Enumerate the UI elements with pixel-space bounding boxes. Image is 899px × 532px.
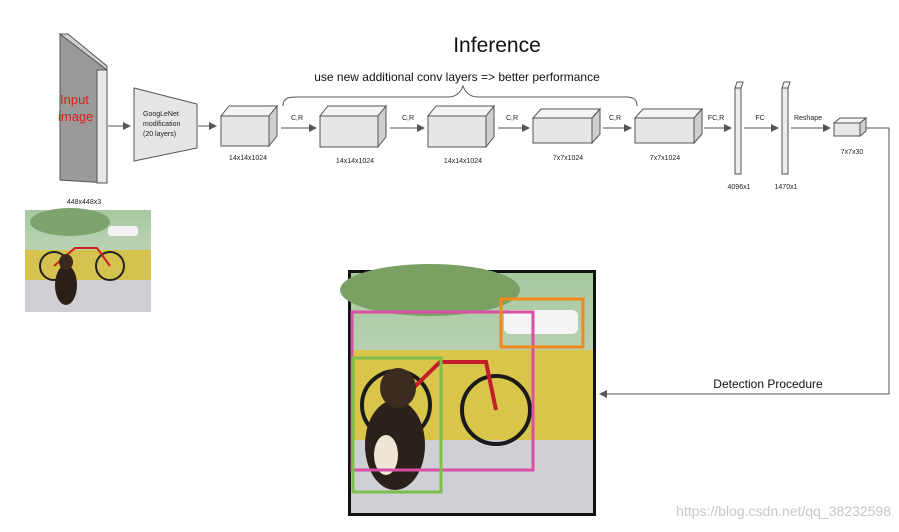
op-5: FC,R [708, 115, 724, 122]
op-6: FC [755, 115, 764, 122]
bbox-dog [351, 356, 443, 494]
feature-block-3 [426, 104, 496, 149]
detection-arrow [599, 127, 890, 398]
watermark-text: https://blog.csdn.net/qq_38232598 [676, 503, 891, 519]
bbox-car [499, 297, 585, 349]
input-photo [25, 208, 151, 312]
op-3: C,R [506, 115, 518, 122]
fc-layer-1 [734, 81, 744, 175]
block-4-dims: 7x7x1024 [553, 155, 583, 162]
googlenet-block [133, 87, 198, 162]
googlenet-line2: modification [143, 121, 180, 128]
output-block [832, 116, 868, 138]
detection-photo [340, 264, 596, 516]
block-1-dims: 14x14x1024 [229, 155, 267, 162]
googlenet-line3: (20 layers) [143, 131, 176, 138]
output-dims: 7x7x30 [841, 149, 864, 156]
fc-layer-2 [781, 81, 791, 175]
feature-block-1 [219, 104, 279, 148]
conv-brace [282, 84, 638, 107]
input-slab [58, 32, 108, 184]
brace-caption: use new additional conv layers => better… [314, 70, 600, 84]
input-label-line2: image [58, 109, 93, 124]
detection-label: Detection Procedure [713, 377, 823, 391]
op-7: Reshape [794, 115, 822, 122]
feature-block-2 [318, 104, 388, 149]
block-2-dims: 14x14x1024 [336, 158, 374, 165]
googlenet-line1: GoogLeNet [143, 111, 179, 118]
op-2: C,R [402, 115, 414, 122]
input-dims: 448x448x3 [67, 199, 101, 206]
fc-1-dims: 4096x1 [728, 184, 751, 191]
feature-block-4 [531, 107, 602, 145]
block-3-dims: 14x14x1024 [444, 158, 482, 165]
op-4: C,R [609, 115, 621, 122]
fc-2-dims: 1470x1 [775, 184, 798, 191]
diagram-title: Inference [453, 34, 541, 57]
op-1: C,R [291, 115, 303, 122]
input-label-line1: Input [60, 92, 89, 107]
block-5-dims: 7x7x1024 [650, 155, 680, 162]
feature-block-5 [633, 107, 704, 145]
